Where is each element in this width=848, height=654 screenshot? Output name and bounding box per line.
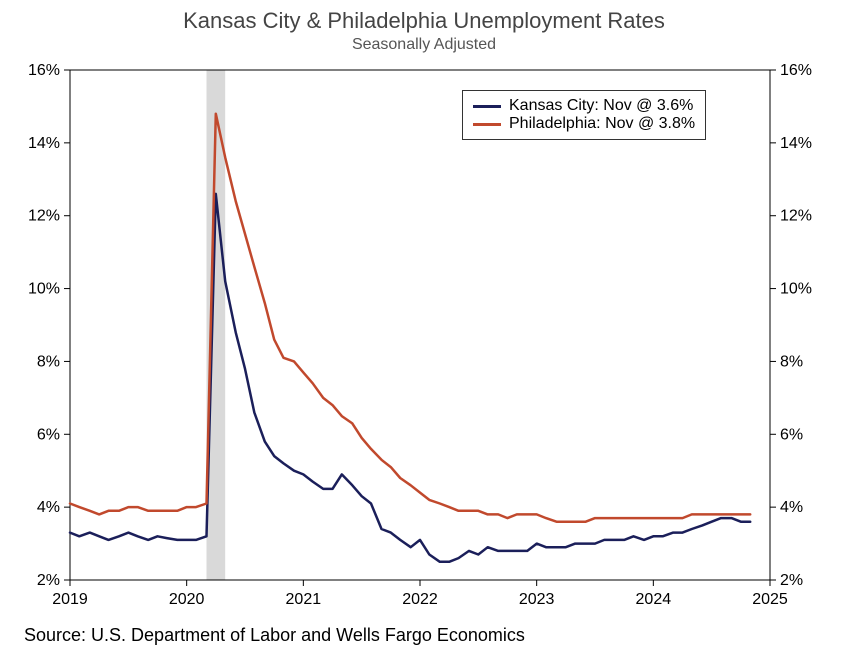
- y-tick-label-left: 14%: [28, 135, 60, 152]
- legend-swatch: [473, 123, 501, 126]
- legend-item: Kansas City: Nov @ 3.6%: [473, 97, 695, 115]
- y-tick-label-right: 8%: [780, 353, 803, 370]
- y-tick-label-left: 8%: [37, 353, 60, 370]
- y-tick-label-left: 4%: [37, 499, 60, 516]
- y-tick-label-left: 6%: [37, 426, 60, 443]
- x-tick-label: 2024: [636, 591, 672, 608]
- series-line: [70, 114, 750, 522]
- y-tick-label-right: 16%: [780, 62, 812, 79]
- source-text: Source: U.S. Department of Labor and Wel…: [24, 625, 525, 646]
- y-tick-label-right: 10%: [780, 281, 812, 298]
- y-tick-label-left: 10%: [28, 281, 60, 298]
- x-tick-label: 2022: [402, 591, 438, 608]
- y-tick-label-left: 12%: [28, 208, 60, 225]
- x-tick-label: 2023: [519, 591, 555, 608]
- legend-swatch: [473, 105, 501, 108]
- y-tick-label-right: 14%: [780, 135, 812, 152]
- y-tick-label-right: 2%: [780, 572, 803, 589]
- plot-border: [70, 70, 770, 580]
- y-tick-label-right: 4%: [780, 499, 803, 516]
- chart-svg: 2% 2% 4% 4% 6% 6% 8% 8% 10% 10% 12% 12% 14% 14% 16% 16%…: [0, 0, 848, 654]
- x-tick-label: 2025: [752, 591, 788, 608]
- legend: Kansas City: Nov @ 3.6%Philadelphia: Nov…: [462, 90, 706, 140]
- chart-subtitle: Seasonally Adjusted: [0, 36, 848, 54]
- legend-item: Philadelphia: Nov @ 3.8%: [473, 115, 695, 133]
- chart-title: Kansas City & Philadelphia Unemployment …: [0, 8, 848, 34]
- legend-label: Kansas City: Nov @ 3.6%: [509, 97, 693, 115]
- y-tick-label-left: 2%: [37, 572, 60, 589]
- y-tick-label-right: 12%: [780, 208, 812, 225]
- legend-label: Philadelphia: Nov @ 3.8%: [509, 115, 695, 133]
- chart-container: Kansas City & Philadelphia Unemployment …: [0, 0, 848, 654]
- y-tick-label-left: 16%: [28, 62, 60, 79]
- x-tick-label: 2019: [52, 591, 88, 608]
- x-tick-label: 2020: [169, 591, 205, 608]
- series-line: [70, 194, 750, 562]
- x-tick-label: 2021: [286, 591, 322, 608]
- y-tick-label-right: 6%: [780, 426, 803, 443]
